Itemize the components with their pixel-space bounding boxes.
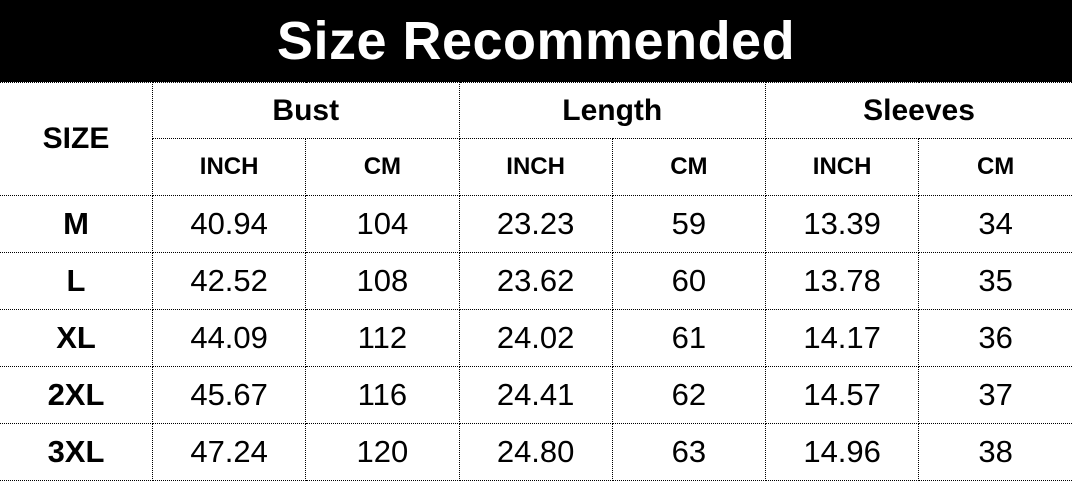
unit-header: INCH — [458, 138, 613, 196]
value-cell: 104 — [305, 195, 460, 253]
value-cell: 38 — [918, 423, 1072, 481]
value-cell: 60 — [611, 252, 767, 310]
header-row-groups: SIZE Bust Length Sleeves — [0, 82, 1072, 196]
value-cell: 36 — [918, 309, 1072, 367]
value-cell: 108 — [305, 252, 460, 310]
value-cell: 13.39 — [764, 195, 920, 253]
value-cell: 40.94 — [151, 195, 307, 253]
unit-header: CM — [305, 138, 460, 196]
header-row-units: INCH CM INCH CM INCH CM — [0, 138, 1072, 196]
value-cell: 120 — [305, 423, 460, 481]
value-cell: 14.96 — [764, 423, 920, 481]
table-row: L 42.52 108 23.62 60 13.78 35 — [0, 252, 1072, 310]
size-header: SIZE — [0, 82, 153, 196]
value-cell: 37 — [918, 366, 1072, 424]
chart-title: Size Recommended — [0, 0, 1072, 82]
size-cell: L — [0, 252, 153, 310]
table-row: XL 44.09 112 24.02 61 14.17 36 — [0, 309, 1072, 367]
size-table: SIZE Bust Length Sleeves INCH CM INCH CM… — [0, 82, 1072, 481]
group-header-length: Length — [458, 82, 766, 139]
value-cell: 24.02 — [458, 309, 613, 367]
value-cell: 35 — [918, 252, 1072, 310]
size-cell: 2XL — [0, 366, 153, 424]
value-cell: 112 — [305, 309, 460, 367]
table-row: M 40.94 104 23.23 59 13.39 34 — [0, 195, 1072, 253]
value-cell: 23.23 — [458, 195, 613, 253]
value-cell: 42.52 — [151, 252, 307, 310]
unit-header: CM — [611, 138, 767, 196]
value-cell: 116 — [305, 366, 460, 424]
value-cell: 59 — [611, 195, 767, 253]
unit-header: INCH — [152, 138, 307, 196]
value-cell: 47.24 — [151, 423, 307, 481]
value-cell: 23.62 — [458, 252, 613, 310]
value-cell: 45.67 — [151, 366, 307, 424]
value-cell: 24.80 — [458, 423, 613, 481]
value-cell: 63 — [611, 423, 767, 481]
value-cell: 34 — [918, 195, 1072, 253]
table-row: 2XL 45.67 116 24.41 62 14.57 37 — [0, 366, 1072, 424]
table-row: 3XL 47.24 120 24.80 63 14.96 38 — [0, 423, 1072, 481]
group-header-bust: Bust — [152, 82, 460, 139]
value-cell: 13.78 — [764, 252, 920, 310]
value-cell: 14.57 — [764, 366, 920, 424]
group-header-sleeves: Sleeves — [765, 82, 1072, 139]
unit-header: CM — [918, 138, 1072, 196]
value-cell: 24.41 — [458, 366, 613, 424]
size-cell: M — [0, 195, 153, 253]
size-cell: XL — [0, 309, 153, 367]
unit-header: INCH — [764, 138, 920, 196]
value-cell: 62 — [611, 366, 767, 424]
value-cell: 14.17 — [764, 309, 920, 367]
value-cell: 61 — [611, 309, 767, 367]
value-cell: 44.09 — [151, 309, 307, 367]
size-cell: 3XL — [0, 423, 153, 481]
